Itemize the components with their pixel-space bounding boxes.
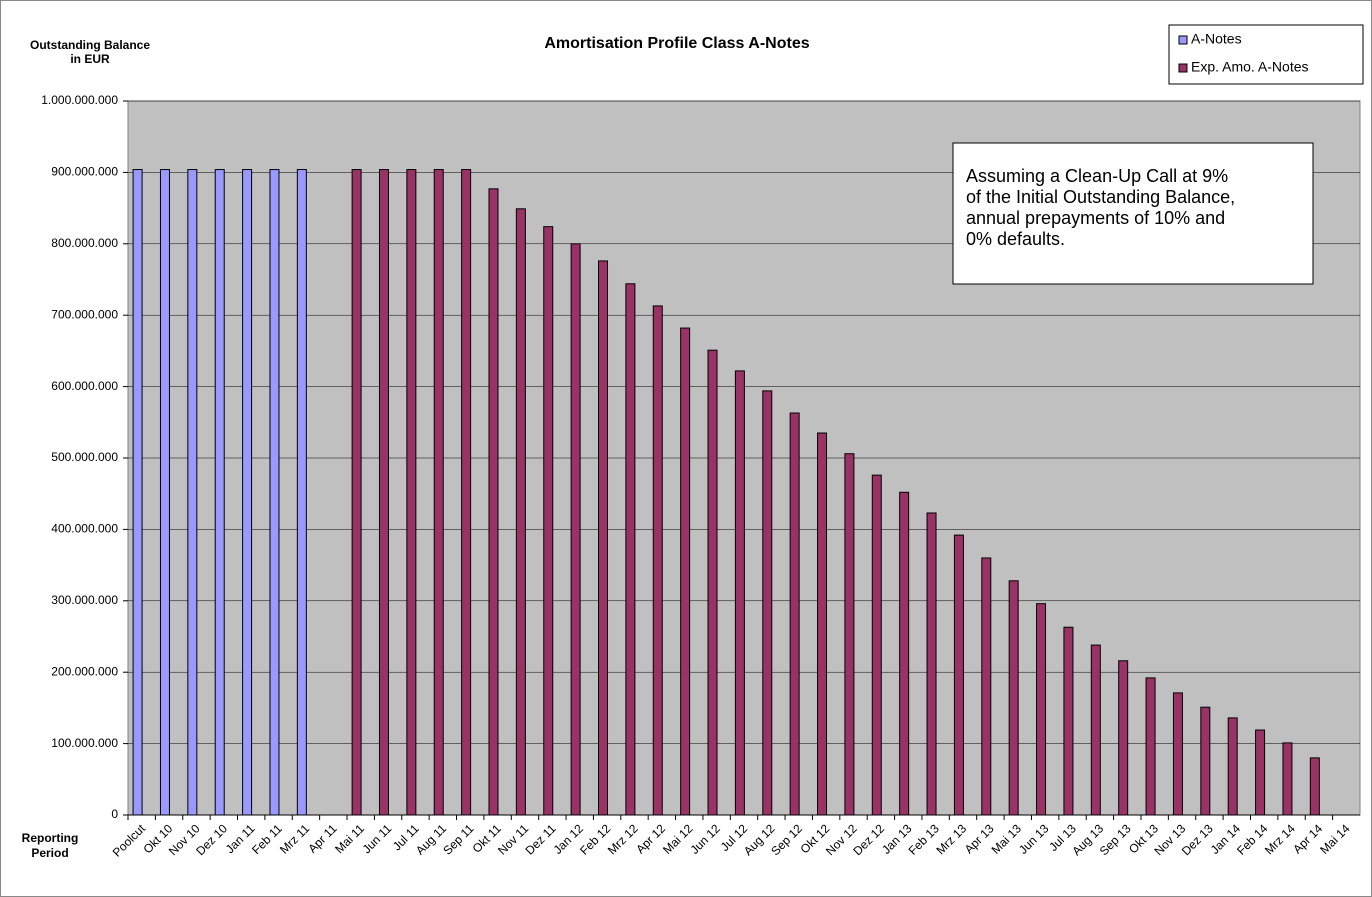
bar xyxy=(926,512,937,816)
bar xyxy=(598,260,609,816)
bar xyxy=(378,169,389,816)
y-tick-label: 500.000.000 xyxy=(51,450,118,464)
bar xyxy=(817,432,828,816)
legend-swatch xyxy=(1178,63,1188,73)
y-tick-label: 400.000.000 xyxy=(51,522,118,536)
bar xyxy=(844,453,855,816)
bar xyxy=(242,169,253,816)
bar xyxy=(515,208,526,816)
bar xyxy=(1200,706,1211,816)
y-tick-label: 900.000.000 xyxy=(51,165,118,179)
bar xyxy=(159,169,170,816)
bar xyxy=(734,370,745,816)
bar xyxy=(871,474,882,816)
bar xyxy=(1008,580,1019,816)
bar xyxy=(269,169,280,816)
bar xyxy=(680,327,691,816)
bar xyxy=(461,169,472,816)
bar xyxy=(187,169,198,816)
bar xyxy=(1145,677,1156,816)
y-tick-label: 200.000.000 xyxy=(51,664,118,678)
annotation-text: Assuming a Clean-Up Call at 9% xyxy=(966,166,1228,186)
chart-title: Amortisation Profile Class A-Notes xyxy=(544,35,809,52)
bar xyxy=(132,169,143,816)
y-axis-label: in EUR xyxy=(70,52,110,66)
bar xyxy=(543,226,554,816)
annotation-box xyxy=(952,142,1314,285)
bar xyxy=(488,188,499,816)
annotation-text: of the Initial Outstanding Balance, xyxy=(966,187,1235,207)
y-tick-label: 600.000.000 xyxy=(51,379,118,393)
bar xyxy=(433,169,444,816)
bar xyxy=(1036,603,1047,816)
legend-label: Exp. Amo. A-Notes xyxy=(1191,59,1309,75)
bar xyxy=(1309,757,1320,816)
legend-box xyxy=(1168,24,1364,85)
bar xyxy=(406,169,417,816)
x-axis-label: Reporting xyxy=(22,831,79,845)
annotation-text: annual prepayments of 10% and xyxy=(966,208,1225,228)
bar xyxy=(652,305,663,816)
bar xyxy=(953,534,964,816)
y-tick-label: 300.000.000 xyxy=(51,593,118,607)
bar xyxy=(899,491,910,816)
x-axis-label: Period xyxy=(31,846,68,860)
bar xyxy=(1227,717,1238,816)
annotation-text: 0% defaults. xyxy=(966,229,1065,249)
bar xyxy=(1282,742,1293,816)
bar xyxy=(625,283,636,816)
bar xyxy=(762,390,773,816)
bar xyxy=(1172,692,1183,816)
y-tick-label: 700.000.000 xyxy=(51,307,118,321)
bar xyxy=(1063,626,1074,816)
y-tick-label: 0 xyxy=(111,807,118,821)
y-tick-label: 800.000.000 xyxy=(51,236,118,250)
bar xyxy=(1255,729,1266,816)
bar xyxy=(981,557,992,816)
bar xyxy=(707,349,718,816)
bar xyxy=(214,169,225,816)
bar xyxy=(1090,644,1101,816)
y-tick-label: 100.000.000 xyxy=(51,736,118,750)
bar xyxy=(296,169,307,816)
bar xyxy=(1118,660,1129,816)
legend-label: A-Notes xyxy=(1191,31,1242,47)
y-tick-label: 1.000.000.000 xyxy=(41,93,118,107)
y-axis-label: Outstanding Balance xyxy=(30,38,150,52)
bar xyxy=(351,169,362,816)
legend-swatch xyxy=(1178,35,1188,45)
bar xyxy=(789,412,800,816)
bar xyxy=(570,243,581,816)
